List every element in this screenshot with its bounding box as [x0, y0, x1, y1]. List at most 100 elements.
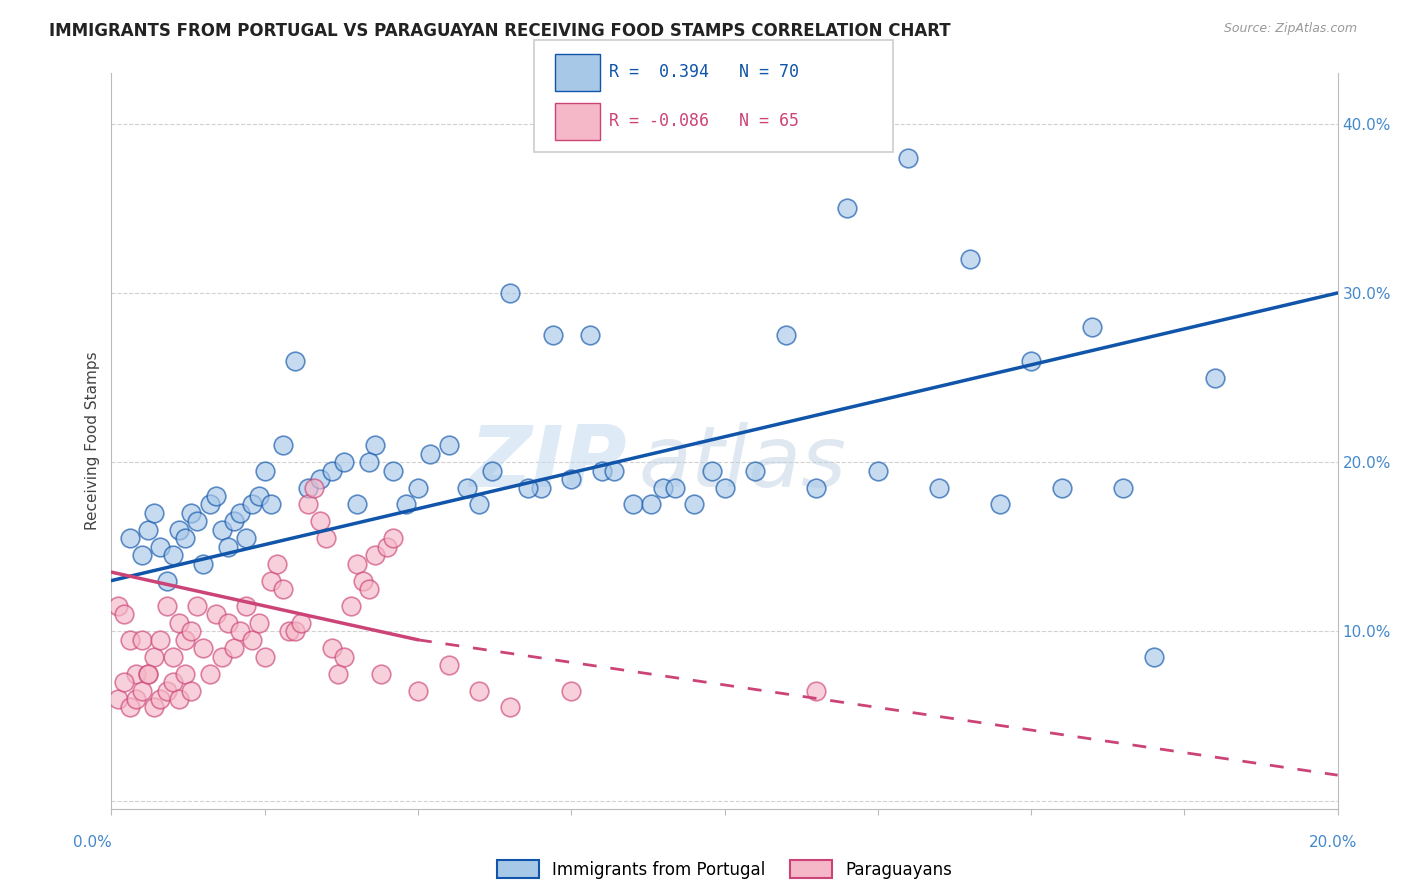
Point [315, 531, 337, 545]
Point [560, 472, 582, 486]
Point [302, 481, 325, 495]
Point [652, 481, 675, 495]
Point [775, 328, 797, 343]
Point [204, 489, 226, 503]
Point [1112, 481, 1135, 495]
Point [118, 632, 141, 647]
Text: atlas: atlas [638, 422, 846, 505]
Point [806, 683, 828, 698]
Text: R = -0.086   N = 65: R = -0.086 N = 65 [609, 112, 799, 130]
Point [713, 481, 735, 495]
Point [375, 540, 398, 554]
Point [382, 464, 405, 478]
Point [284, 353, 307, 368]
Point [242, 632, 264, 647]
Point [560, 683, 582, 698]
Point [217, 615, 239, 630]
Point [328, 666, 350, 681]
Point [247, 615, 270, 630]
Point [136, 666, 159, 681]
Point [211, 523, 233, 537]
Point [149, 540, 172, 554]
Point [242, 498, 264, 512]
Point [364, 548, 387, 562]
Point [437, 658, 460, 673]
Point [162, 548, 184, 562]
Point [253, 464, 276, 478]
Point [578, 328, 600, 343]
Point [174, 531, 197, 545]
Point [456, 481, 478, 495]
Point [406, 481, 429, 495]
Point [352, 574, 374, 588]
Point [744, 464, 766, 478]
Point [806, 481, 828, 495]
Point [499, 285, 522, 300]
Point [186, 514, 208, 528]
Point [541, 328, 564, 343]
Point [683, 498, 706, 512]
Point [149, 632, 172, 647]
Point [229, 506, 252, 520]
Point [928, 481, 950, 495]
Point [131, 632, 153, 647]
Point [193, 557, 215, 571]
Point [125, 666, 148, 681]
Point [990, 498, 1012, 512]
Point [437, 438, 460, 452]
Point [481, 464, 503, 478]
Point [136, 523, 159, 537]
Point [897, 151, 920, 165]
Point [278, 624, 301, 639]
Point [364, 438, 387, 452]
Point [193, 641, 215, 656]
Point [155, 599, 177, 613]
Text: Source: ZipAtlas.com: Source: ZipAtlas.com [1223, 22, 1357, 36]
Point [603, 464, 626, 478]
Point [247, 489, 270, 503]
Point [180, 683, 202, 698]
Point [837, 202, 859, 216]
Point [174, 666, 197, 681]
Point [591, 464, 613, 478]
Point [395, 498, 418, 512]
Point [107, 599, 129, 613]
Point [1143, 649, 1166, 664]
Point [346, 498, 368, 512]
Point [155, 683, 177, 698]
Point [266, 557, 288, 571]
Point [333, 649, 356, 664]
Point [333, 455, 356, 469]
Point [229, 624, 252, 639]
Point [155, 574, 177, 588]
Point [297, 498, 319, 512]
Point [162, 675, 184, 690]
Point [143, 700, 166, 714]
Point [136, 666, 159, 681]
Point [112, 675, 135, 690]
Point [297, 481, 319, 495]
Point [1081, 319, 1104, 334]
Point [174, 632, 197, 647]
Point [222, 514, 245, 528]
Point [186, 599, 208, 613]
Point [112, 607, 135, 622]
Point [118, 531, 141, 545]
Text: R =  0.394   N = 70: R = 0.394 N = 70 [609, 63, 799, 81]
Point [222, 641, 245, 656]
Point [339, 599, 361, 613]
Point [309, 472, 332, 486]
Point [702, 464, 724, 478]
Text: IMMIGRANTS FROM PORTUGAL VS PARAGUAYAN RECEIVING FOOD STAMPS CORRELATION CHART: IMMIGRANTS FROM PORTUGAL VS PARAGUAYAN R… [49, 22, 950, 40]
Text: ZIP: ZIP [468, 422, 627, 505]
Point [357, 582, 380, 596]
Point [357, 455, 380, 469]
Point [517, 481, 540, 495]
Point [260, 574, 283, 588]
Point [370, 666, 392, 681]
Point [235, 531, 257, 545]
Point [143, 649, 166, 664]
Point [346, 557, 368, 571]
Point [217, 540, 239, 554]
Point [118, 700, 141, 714]
